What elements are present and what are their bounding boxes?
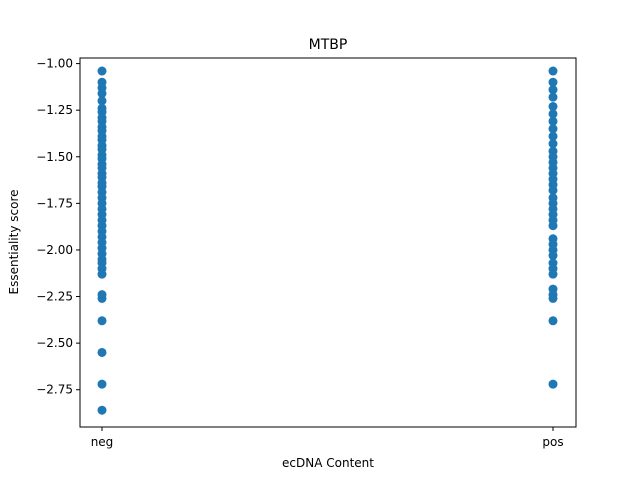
y-tick-label: −2.50 [36, 336, 73, 350]
y-axis: −1.00 −1.25 −1.50 −1.75 −2.00 −2.25 −2.50 −2.75 [36, 57, 80, 397]
data-point-pos-27 [548, 251, 558, 261]
data-point-pos-23 [548, 221, 558, 231]
data-point-neg-42 [97, 347, 107, 357]
data-point-pos-34 [548, 316, 558, 326]
data-point-pos-17 [548, 185, 558, 195]
data-point-neg-4 [97, 96, 107, 106]
y-tick-label: −2.00 [36, 243, 73, 257]
data-point-pos-4 [548, 101, 558, 111]
data-point-pos-0 [548, 66, 558, 76]
y-tick-label: −1.75 [36, 196, 73, 210]
points-layer [97, 66, 558, 415]
x-tick-label-neg: neg [91, 435, 114, 449]
data-point-pos-1 [548, 77, 558, 87]
x-axis-label: ecDNA Content [282, 456, 374, 470]
data-point-pos-3 [548, 92, 558, 102]
y-tick-label: −2.75 [36, 383, 73, 397]
data-point-pos-30 [548, 269, 558, 279]
data-point-pos-9 [548, 139, 558, 149]
x-axis: neg pos [91, 427, 564, 449]
plot-frame [79, 57, 577, 428]
y-tick-label: −1.25 [36, 103, 73, 117]
data-point-neg-40 [97, 293, 107, 303]
data-point-pos-35 [548, 379, 558, 389]
y-axis-label: Essentiality score [7, 190, 21, 295]
data-point-neg-43 [97, 379, 107, 389]
data-point-neg-3 [97, 88, 107, 98]
chart-title: MTBP [309, 37, 348, 53]
y-tick-label: −1.00 [36, 57, 73, 71]
data-point-pos-8 [548, 131, 558, 141]
data-point-pos-2 [548, 85, 558, 95]
data-point-neg-0 [97, 66, 107, 76]
data-point-pos-33 [548, 293, 558, 303]
data-point-pos-7 [548, 124, 558, 134]
data-point-neg-38 [97, 269, 107, 279]
data-point-neg-41 [97, 316, 107, 326]
data-point-neg-44 [97, 405, 107, 415]
y-tick-label: −1.50 [36, 150, 73, 164]
y-tick-label: −2.25 [36, 290, 73, 304]
x-tick-label-pos: pos [542, 435, 563, 449]
data-point-pos-5 [548, 109, 558, 119]
data-point-pos-6 [548, 116, 558, 126]
